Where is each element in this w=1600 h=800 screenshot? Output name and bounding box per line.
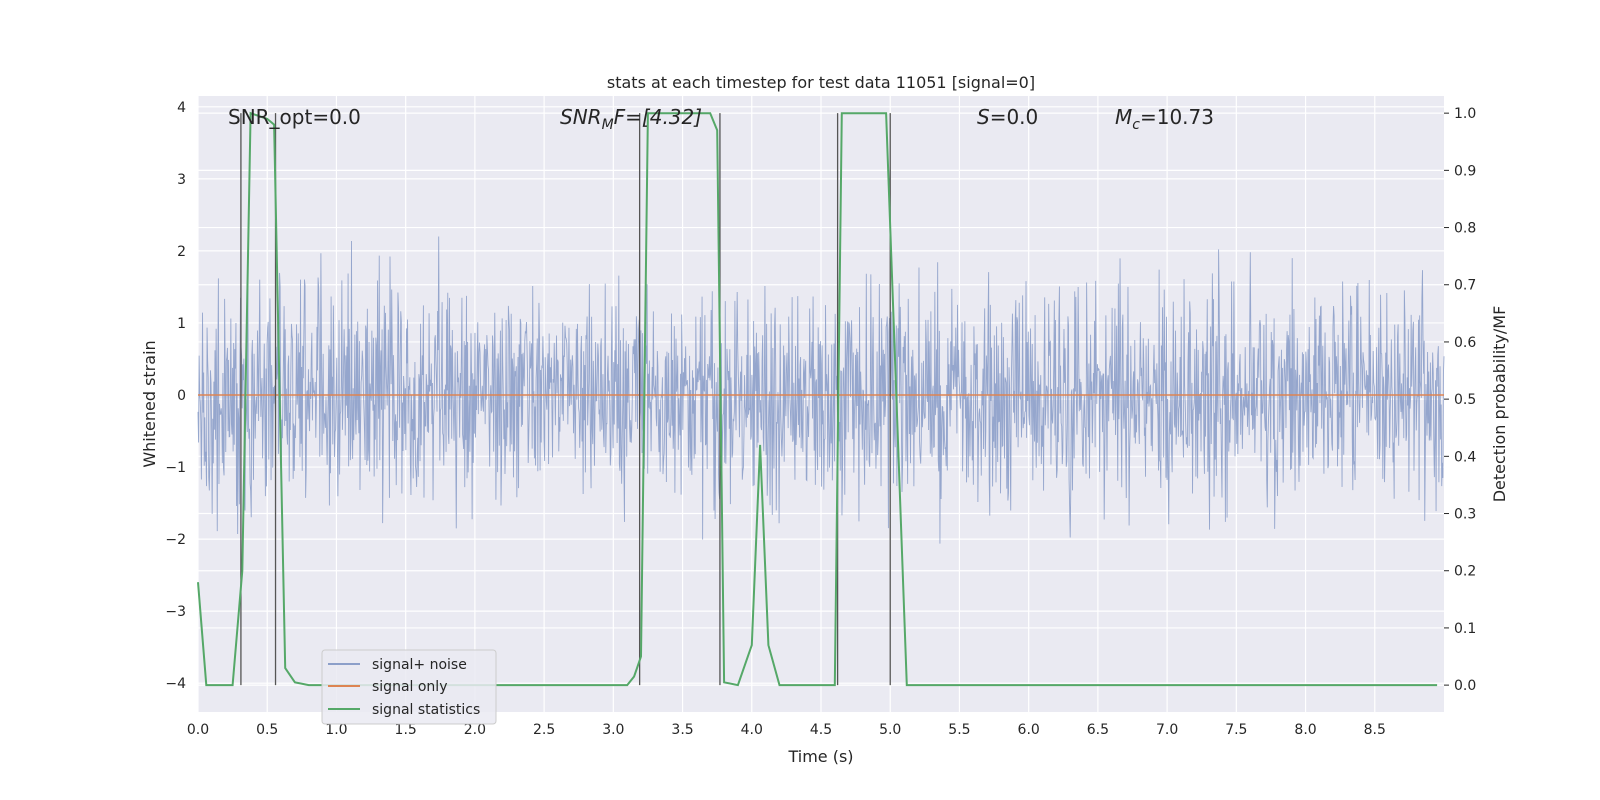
x-tick-labels: 0.0 0.5 1.0 1.5 2.0 2.5 3.0 3.5 4.0 4.5 5.0 5.5 6.0 6… bbox=[187, 722, 1386, 738]
y-right-tick-label: 0.4 bbox=[1454, 449, 1476, 465]
y-right-axis-label: Detection probability/MF bbox=[1490, 306, 1509, 503]
legend-box bbox=[321, 649, 497, 725]
x-tick-label: 1.0 bbox=[325, 722, 347, 738]
signal-statistics-line bbox=[197, 111, 1438, 687]
annotation-snr-mf-tail: F=[4.32] bbox=[614, 105, 702, 129]
legend: signal+ noise signal only signal statist… bbox=[321, 649, 497, 725]
y-left-tick-label: 0 bbox=[177, 388, 186, 404]
signal-noise-series bbox=[197, 236, 1445, 544]
annotation-mc: Mc=10.73 bbox=[1115, 105, 1214, 133]
x-tick-label: 7.0 bbox=[1156, 722, 1178, 738]
legend-label-noise: signal+ noise bbox=[372, 657, 467, 673]
x-tick-label: 4.0 bbox=[741, 722, 763, 738]
y-left-axis-label: Whitened strain bbox=[140, 340, 159, 467]
annotation-mc-main: M bbox=[1115, 105, 1132, 129]
y-right-tick-label: 1.0 bbox=[1454, 106, 1476, 122]
x-tick-label: 8.0 bbox=[1294, 722, 1316, 738]
y-left-tick-label: −3 bbox=[165, 604, 186, 620]
annotation-s: S=0.0 bbox=[977, 105, 1038, 129]
x-tick-label: 3.5 bbox=[671, 722, 693, 738]
y-left-tick-labels: −4 −3 −2 −1 0 1 2 3 4 bbox=[165, 100, 186, 692]
x-tick-label: 6.0 bbox=[1018, 722, 1040, 738]
y-right-tick-label: 0.1 bbox=[1454, 621, 1476, 637]
y-right-tick-label: 0.9 bbox=[1454, 163, 1476, 179]
chart-title: stats at each timestep for test data 110… bbox=[607, 73, 1035, 92]
annotation-mc-tail: =10.73 bbox=[1140, 105, 1214, 129]
x-axis-label: Time (s) bbox=[787, 747, 853, 766]
annotation-snr-mf-main: SNR bbox=[560, 105, 602, 129]
legend-label-stats: signal statistics bbox=[372, 702, 480, 718]
x-tick-label: 4.5 bbox=[810, 722, 832, 738]
y-right-tick-label: 0.3 bbox=[1454, 507, 1476, 523]
y-left-tick-label: 3 bbox=[177, 172, 186, 188]
y-right-tick-label: 0.0 bbox=[1454, 678, 1476, 694]
y-right-tick-label: 0.5 bbox=[1454, 392, 1476, 408]
y-right-tick-label: 0.8 bbox=[1454, 221, 1476, 237]
annotation-snr-mf-sub: M bbox=[602, 117, 614, 133]
annotation-mc-sub: c bbox=[1132, 117, 1140, 133]
annotation-s-tail: =0.0 bbox=[990, 105, 1039, 129]
y-left-tick-label: −2 bbox=[165, 532, 186, 548]
y-left-tick-label: 2 bbox=[177, 244, 186, 260]
legend-label-signal: signal only bbox=[372, 679, 447, 695]
x-tick-label: 5.0 bbox=[879, 722, 901, 738]
x-tick-label: 0.5 bbox=[256, 722, 278, 738]
x-tick-label: 2.5 bbox=[533, 722, 555, 738]
x-tick-label: 3.0 bbox=[602, 722, 624, 738]
x-tick-label: 0.0 bbox=[187, 722, 209, 738]
x-tick-label: 8.5 bbox=[1364, 722, 1386, 738]
y-left-tick-label: 4 bbox=[177, 100, 186, 116]
y-right-tick-label: 0.6 bbox=[1454, 335, 1476, 351]
annotation-snr-opt: SNR_opt=0.0 bbox=[228, 105, 361, 129]
y-right-tick-labels: 0.0 0.1 0.2 0.3 0.4 0.5 0.6 0.7 0.8 0.9 1.0 bbox=[1444, 106, 1476, 694]
signal-noise-line bbox=[197, 236, 1445, 544]
y-left-tick-label: −1 bbox=[165, 460, 186, 476]
y-right-tick-label: 0.7 bbox=[1454, 278, 1476, 294]
x-tick-label: 1.5 bbox=[395, 722, 417, 738]
x-tick-label: 6.5 bbox=[1087, 722, 1109, 738]
x-tick-label: 7.5 bbox=[1225, 722, 1247, 738]
annotation-s-main: S bbox=[977, 105, 990, 129]
x-tick-label: 5.5 bbox=[948, 722, 970, 738]
annotation-snr-mf: SNRMF=[4.32] bbox=[560, 105, 702, 133]
y-right-tick-label: 0.2 bbox=[1454, 564, 1476, 580]
y-left-tick-label: −4 bbox=[165, 676, 186, 692]
x-tick-label: 2.0 bbox=[464, 722, 486, 738]
y-left-tick-label: 1 bbox=[177, 316, 186, 332]
